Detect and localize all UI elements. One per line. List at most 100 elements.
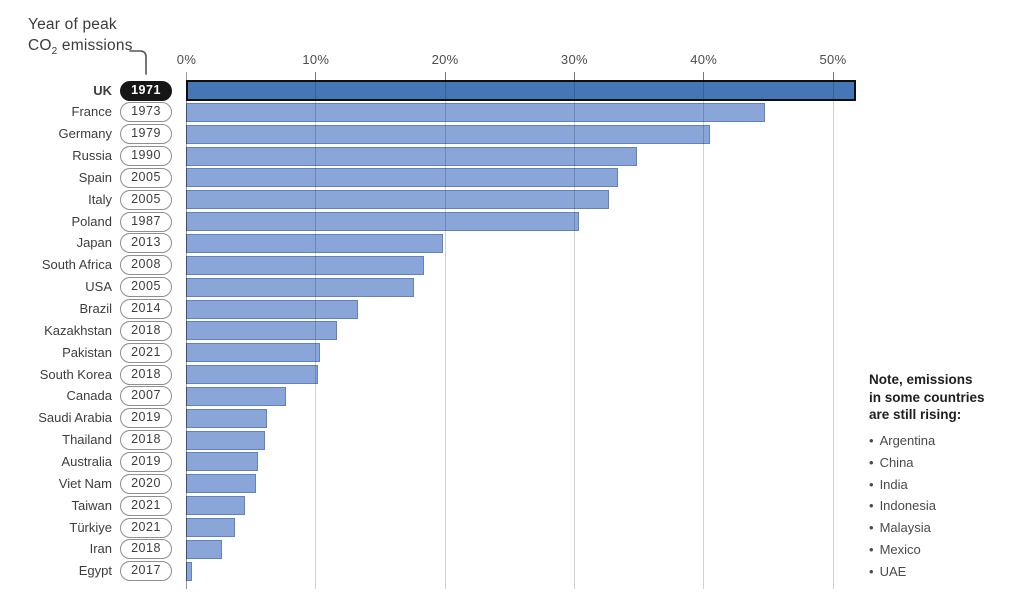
chart-title: Year of peak CO2 emissions (28, 14, 133, 62)
emissions-bar (186, 212, 580, 232)
bullet-icon: • (869, 433, 874, 448)
emissions-bar (186, 190, 609, 210)
note-item-label: Argentina (879, 433, 936, 448)
country-label: Kazakhstan (44, 322, 112, 338)
country-label: Japan (76, 235, 112, 251)
peak-year-badge: 2021 (120, 517, 172, 538)
emissions-bar (186, 386, 286, 406)
emissions-bar (186, 299, 358, 319)
country-label: Türkiye (69, 519, 112, 535)
x-tick-label: 30% (560, 52, 588, 67)
country-label: South Africa (41, 257, 112, 273)
emissions-bar (186, 168, 618, 188)
country-label: Canada (66, 388, 112, 404)
emissions-bar (186, 277, 414, 297)
bullet-icon: • (869, 454, 874, 470)
note-heading-line: in some countries (869, 389, 985, 405)
x-tick-label: 0% (176, 52, 197, 67)
peak-year-badge: 2017 (120, 561, 172, 582)
note-item: • China (869, 454, 1024, 471)
peak-year-badge: 2020 (120, 473, 172, 494)
grid-line (832, 72, 834, 589)
bullet-icon: • (869, 563, 874, 579)
chart-title-line2: CO2 emissions (28, 37, 133, 58)
country-label: Viet Nam (58, 475, 112, 491)
country-label: UK (93, 82, 112, 98)
peak-year-badge: 2018 (120, 430, 172, 451)
peak-year-badge: 2005 (120, 277, 172, 298)
bullet-icon: • (869, 520, 874, 536)
emissions-bar (186, 255, 424, 275)
peak-year-badge: 2014 (120, 299, 172, 319)
note-item-label: Malaysia (879, 520, 931, 536)
country-label: Thailand (62, 432, 112, 448)
peak-year-badge: 1979 (120, 124, 172, 145)
x-tick-label: 50% (819, 52, 847, 67)
country-label: Spain (78, 169, 112, 185)
emissions-bar (186, 102, 766, 122)
emissions-bar (186, 518, 236, 537)
note-item: • UAE (869, 563, 1024, 580)
country-label: Germany (58, 126, 112, 142)
peak-year-badge: 1971 (120, 80, 172, 101)
peak-year-badge: 2013 (120, 233, 172, 254)
chart-title-line1: Year of peak (28, 16, 117, 33)
peak-year-badge: 1987 (120, 211, 172, 232)
note-item: • India (869, 476, 1024, 493)
emissions-bar (186, 321, 338, 341)
x-tick-label: 40% (690, 52, 718, 67)
grid-line (703, 72, 705, 589)
peak-year-badge: 2007 (120, 386, 172, 407)
country-label: Saudi Arabia (38, 410, 112, 426)
emissions-bar (186, 365, 318, 385)
country-label: Egypt (78, 563, 112, 579)
note-item-label: Mexico (879, 542, 921, 557)
country-label: Brazil (79, 301, 112, 316)
emissions-bar (186, 452, 259, 472)
peak-year-badge: 2018 (120, 364, 172, 385)
peak-year-badge: 1990 (120, 146, 172, 167)
note-item-label: UAE (879, 563, 907, 579)
peak-year-badge: 2018 (120, 320, 172, 341)
country-label: Poland (71, 213, 112, 229)
emissions-bar (186, 539, 223, 559)
note-item: • Mexico (869, 541, 1024, 558)
peak-year-badge: 2021 (120, 495, 172, 516)
emissions-bar (186, 146, 638, 166)
peak-year-badge: 1973 (120, 102, 172, 123)
note-item-label: India (879, 476, 908, 492)
note-item-label: China (879, 454, 914, 470)
peak-year-badge: 2021 (120, 342, 172, 363)
peak-year-badge: 2019 (120, 408, 172, 429)
note-item-label: Indonesia (879, 498, 936, 514)
emissions-bar (186, 233, 444, 253)
x-tick-label: 10% (302, 52, 330, 67)
emissions-bar (186, 561, 193, 581)
subscript-2: 2 (51, 46, 58, 58)
note-heading-line: Note, emissions (869, 372, 973, 387)
note-item: • Argentina (869, 432, 1024, 449)
country-label: Russia (72, 148, 112, 164)
note-heading-line: are still rising: (869, 407, 962, 422)
emissions-bar (186, 496, 246, 516)
note-item: • Malaysia (869, 519, 1024, 536)
note-item: • Indonesia (869, 497, 1024, 514)
peak-year-badge: 2008 (120, 255, 172, 276)
country-label: Pakistan (62, 344, 112, 360)
peak-year-badge: 2005 (120, 189, 172, 210)
emissions-bar (186, 124, 710, 144)
country-label: France (71, 104, 112, 120)
country-label: Italy (88, 191, 112, 207)
x-tick-label: 20% (431, 52, 459, 67)
peak-year-badge: 2019 (120, 451, 172, 472)
emissions-bar (186, 430, 265, 450)
bullet-icon: • (869, 476, 874, 492)
peak-year-badge: 2018 (120, 539, 172, 560)
note-heading: Note, emissions in some countries are stil… (869, 371, 1024, 424)
emissions-bar (186, 408, 268, 428)
emissions-bar (186, 343, 321, 363)
emissions-bar (186, 80, 856, 101)
emissions-bar (186, 474, 256, 494)
country-label: Taiwan (71, 497, 112, 513)
